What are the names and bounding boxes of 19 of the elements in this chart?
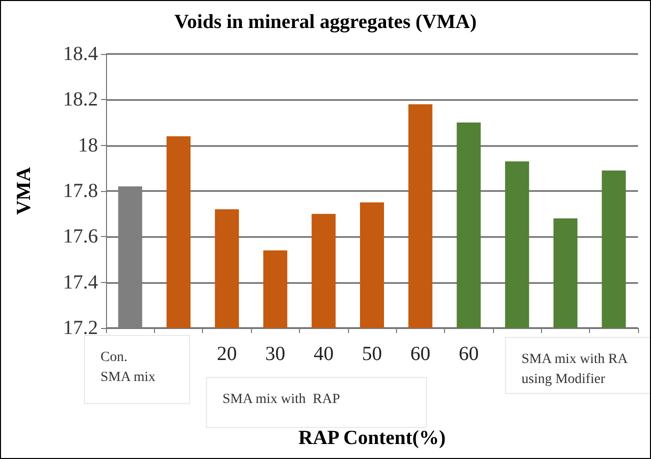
y-tick-label: 18.2	[63, 88, 98, 111]
x-tick-label: 60	[410, 343, 430, 365]
x-tick-label: 30	[265, 343, 286, 365]
x-tick-label: 40	[314, 343, 334, 365]
y-tick-label: 17.2	[63, 317, 98, 339]
text: SMA mix with RAP	[222, 392, 340, 407]
x-axis-title: RAP Content(%)	[298, 427, 446, 449]
text: SMA mix with RA using Modifier	[522, 352, 630, 387]
y-tick-label: 18	[78, 134, 98, 156]
y-axis-title: VMA	[13, 166, 35, 215]
x-tick-label: 60	[458, 343, 479, 365]
chart-title: Voids in mineral aggregates (VMA)	[174, 11, 477, 33]
text: Con. SMA mix	[100, 350, 156, 385]
x-tick-label: 20	[216, 343, 237, 365]
y-tick-label: 17.6	[63, 226, 98, 248]
y-tick-label: 17.4	[63, 271, 98, 294]
y-tick-label: 17.8	[63, 180, 98, 202]
x-tick-label: 50	[362, 343, 382, 365]
y-tick-label: 18.4	[63, 43, 98, 65]
